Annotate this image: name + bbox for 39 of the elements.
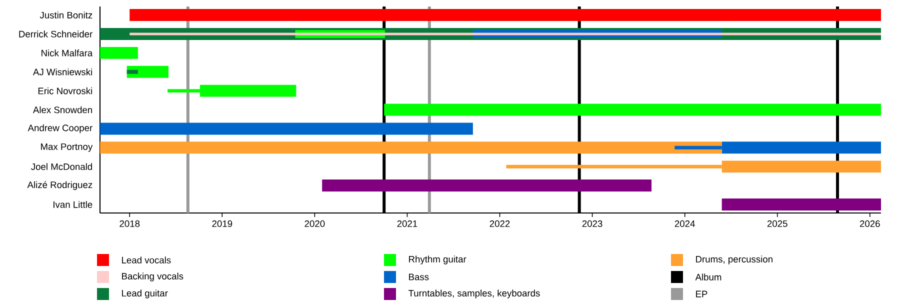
x-tick-label: 2019 — [212, 220, 232, 227]
bar — [126, 70, 138, 74]
x-tick-label: 2018 — [120, 220, 140, 227]
bar — [100, 142, 722, 154]
legend-label: Lead guitar — [122, 290, 168, 298]
x-tick-label: 2020 — [304, 220, 325, 227]
y-tick-label: Joel McDonald — [31, 163, 92, 170]
legend-label: Drums, percussion — [696, 256, 772, 264]
x-tick-label: 2024 — [674, 220, 695, 227]
y-tick-label: AJ Wisniewski — [33, 68, 92, 76]
bar — [126, 66, 168, 78]
bar — [100, 122, 473, 135]
y-tick-label: Eric Novroski — [38, 87, 92, 94]
bar — [722, 198, 882, 210]
legend-label: Backing vocals — [122, 272, 184, 282]
bar — [322, 180, 652, 192]
y-tick-label: Max Portnoy — [41, 143, 93, 152]
y-tick-label: Nick Malfara — [42, 50, 93, 56]
legend-label: Album — [695, 274, 722, 280]
y-tick-label: Alex Snowden — [32, 106, 92, 114]
x-tick-label: 2025 — [767, 220, 788, 227]
legend-label: Lead vocals — [122, 256, 171, 264]
legend-label: Rhythm guitar — [409, 256, 466, 264]
bar — [130, 9, 882, 22]
legend-label: Turntables, samples, keyboards — [408, 290, 540, 298]
y-tick-label: Derrick Schneider — [19, 30, 92, 38]
x-tick-label: 2022 — [490, 220, 510, 227]
x-tick-label: 2023 — [582, 220, 602, 227]
y-tick-label: Justin Bonitz — [40, 12, 92, 18]
legend-label: Bass — [409, 274, 429, 280]
y-tick-label: Alizé Rodriguez — [27, 181, 92, 190]
bar — [384, 104, 882, 116]
bar — [100, 46, 138, 59]
legend-label: EP — [696, 290, 708, 298]
x-tick-label: 2021 — [397, 220, 418, 227]
y-tick-label: Andrew Cooper — [28, 124, 92, 134]
y-tick-label: Ivan Little — [54, 201, 92, 208]
bar — [130, 32, 882, 36]
x-tick-label: 2026 — [860, 220, 880, 227]
